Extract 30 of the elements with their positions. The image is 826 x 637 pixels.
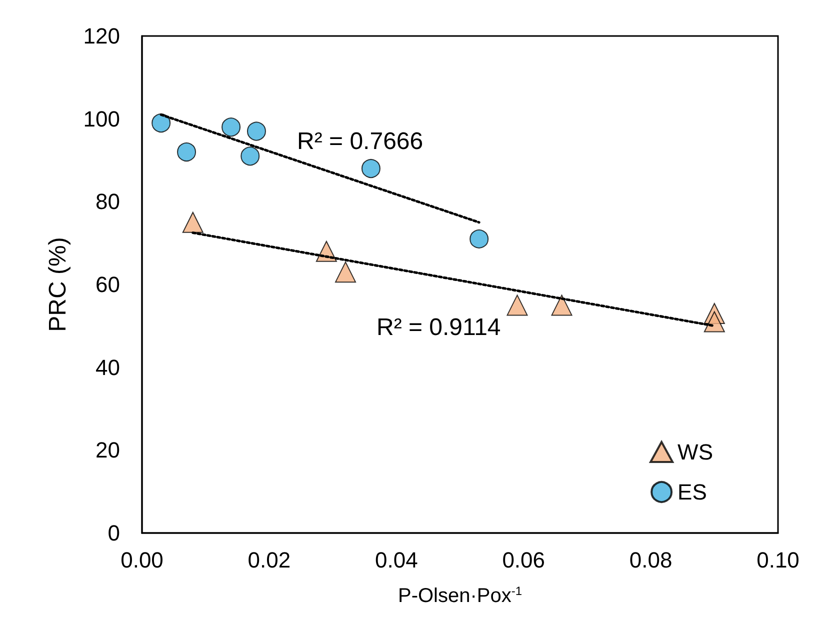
- legend-label: WS: [678, 440, 714, 464]
- y-tick-label: 60: [96, 272, 120, 297]
- x-tick-label: 0.04: [374, 548, 418, 572]
- point: [361, 159, 380, 178]
- y-tick-label: 40: [96, 354, 120, 380]
- point: [247, 122, 266, 141]
- annotation: R² = 0.7666: [297, 128, 424, 156]
- y-tick-label: 80: [96, 189, 120, 214]
- point: [152, 113, 171, 132]
- point: [704, 311, 725, 332]
- x-tick-label: 0.10: [756, 548, 800, 572]
- point: [335, 262, 356, 283]
- point: [182, 212, 204, 233]
- point: [551, 294, 572, 316]
- x-tick-label: 0.06: [502, 548, 546, 572]
- legend-label: ES: [678, 480, 707, 504]
- x-tick-label: 0.00: [120, 548, 164, 572]
- y-axis-title: PRC (%): [44, 237, 72, 332]
- point: [470, 229, 489, 248]
- y-tick-label: 100: [83, 106, 120, 132]
- point: [222, 118, 241, 137]
- point: [177, 142, 196, 162]
- x-tick-label: 0.02: [248, 548, 291, 572]
- y-tick-label: 0: [108, 520, 120, 546]
- y-tick-label: 120: [83, 24, 120, 48]
- point: [240, 146, 260, 166]
- annotation: R² = 0.9114: [376, 314, 501, 341]
- point: [506, 294, 528, 316]
- x-tick-label: 0.08: [629, 548, 672, 572]
- y-tick-label: 20: [96, 438, 120, 463]
